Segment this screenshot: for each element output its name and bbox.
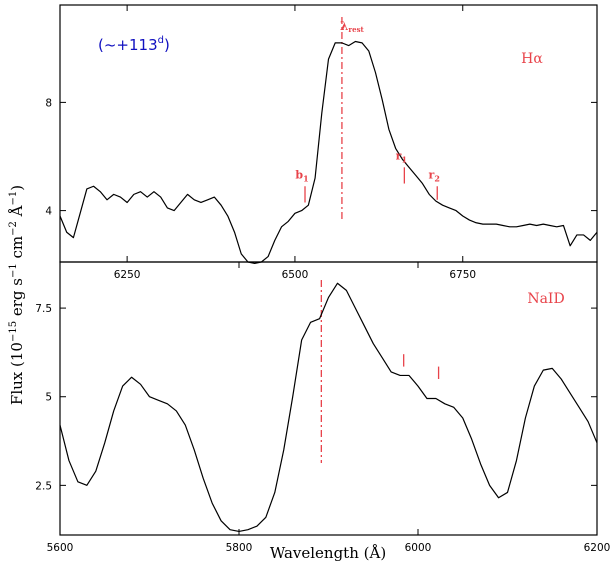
lower-y-tick-label: 5 <box>45 392 52 404</box>
upper-x-tick-label: 6250 <box>114 269 141 281</box>
y-axis-label: Flux (10−15 erg s−1 cm−2 Å−1) <box>8 185 26 405</box>
upper-marker-label: r2 <box>429 168 440 183</box>
upper-line-label: Hα <box>521 51 543 67</box>
lower-panel: 5600 5800 6000 6200 2.5 5 7.5 NaID <box>35 261 610 554</box>
upper-marker-label: r1 <box>396 149 407 164</box>
epoch-label: (~+113d) <box>98 35 170 54</box>
upper-x-tick-label: 6500 <box>282 269 309 281</box>
lower-line-label: NaID <box>527 291 564 307</box>
upper-marker-label: b1 <box>295 168 308 183</box>
lower-x-tick-label: 5800 <box>226 542 253 554</box>
lower-spectrum-line <box>59 282 598 533</box>
lower-y-tick-label: 2.5 <box>35 480 52 492</box>
rest-wavelength-label: λrest <box>340 19 365 34</box>
lower-y-tick-label: 7.5 <box>35 303 52 315</box>
lower-x-tick-label: 6200 <box>584 542 610 554</box>
upper-y-tick-label: 8 <box>45 97 52 109</box>
x-axis-label: Wavelength (Å) <box>270 544 386 562</box>
lower-frame <box>59 261 598 536</box>
upper-spectrum-line <box>59 40 598 264</box>
upper-y-tick-label: 4 <box>45 206 52 218</box>
lower-x-tick-label: 5600 <box>47 542 74 554</box>
upper-panel: 6250 6500 6750 4 8 b1 r1 r2 Hα λrest (~+113d) <box>45 4 598 281</box>
upper-x-tick-label: 6750 <box>449 269 476 281</box>
lower-x-tick-label: 6000 <box>405 542 432 554</box>
